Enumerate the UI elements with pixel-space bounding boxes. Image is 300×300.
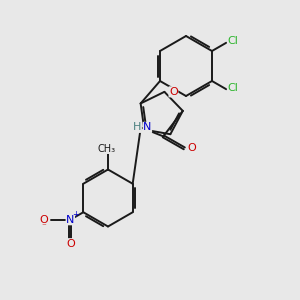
Text: CH₃: CH₃ (98, 143, 116, 154)
Text: Cl: Cl (227, 83, 238, 93)
Text: ⁻: ⁻ (42, 222, 46, 231)
Text: N: N (143, 122, 152, 132)
Text: O: O (40, 215, 49, 225)
Text: H: H (133, 122, 141, 132)
Text: O: O (169, 87, 178, 97)
Text: +: + (72, 210, 79, 219)
Text: O: O (66, 239, 75, 249)
Text: O: O (188, 143, 196, 153)
Text: N: N (66, 215, 74, 225)
Text: Cl: Cl (227, 36, 238, 46)
